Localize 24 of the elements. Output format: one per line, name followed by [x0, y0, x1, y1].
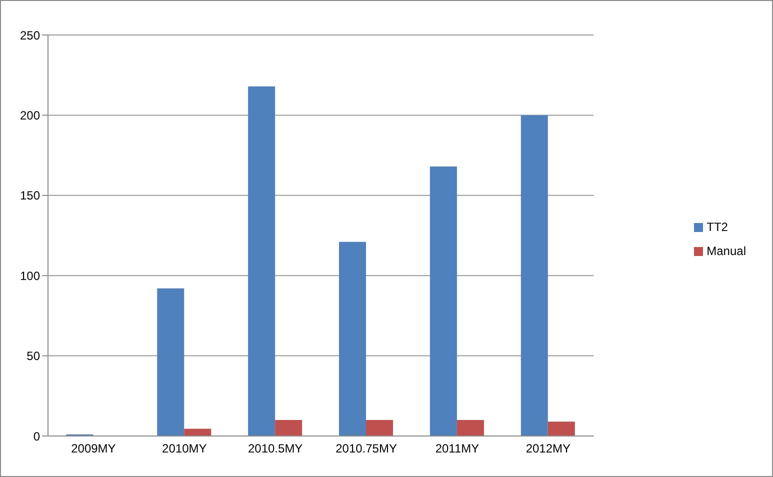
x-tick-label: 2010.5MY: [248, 442, 303, 456]
y-tick-label: 200: [20, 108, 40, 122]
x-tick-label: 2010.75MY: [336, 442, 397, 456]
x-tick-label: 2009MY: [71, 442, 116, 456]
bar: [275, 420, 302, 436]
bar: [184, 428, 212, 436]
y-tick-label: 50: [26, 349, 40, 364]
x-tick-label: 2010MY: [162, 442, 207, 456]
bar: [456, 420, 484, 436]
bar: [520, 115, 548, 436]
y-tick-label: 100: [20, 268, 40, 283]
x-tick-label: 2011MY: [435, 442, 480, 456]
bar: [339, 242, 366, 436]
y-tick-label: 0: [33, 429, 40, 444]
x-tick-label: 2012MY: [526, 442, 571, 456]
bar: [248, 86, 276, 436]
y-tick-label: 150: [20, 188, 40, 203]
bar: [548, 422, 575, 436]
bar: [430, 166, 457, 436]
legend-label: TT2: [706, 220, 728, 234]
legend-label: Manual: [706, 244, 746, 258]
bar: [366, 420, 394, 436]
bar: [157, 288, 184, 436]
y-tick-label: 250: [20, 28, 40, 42]
